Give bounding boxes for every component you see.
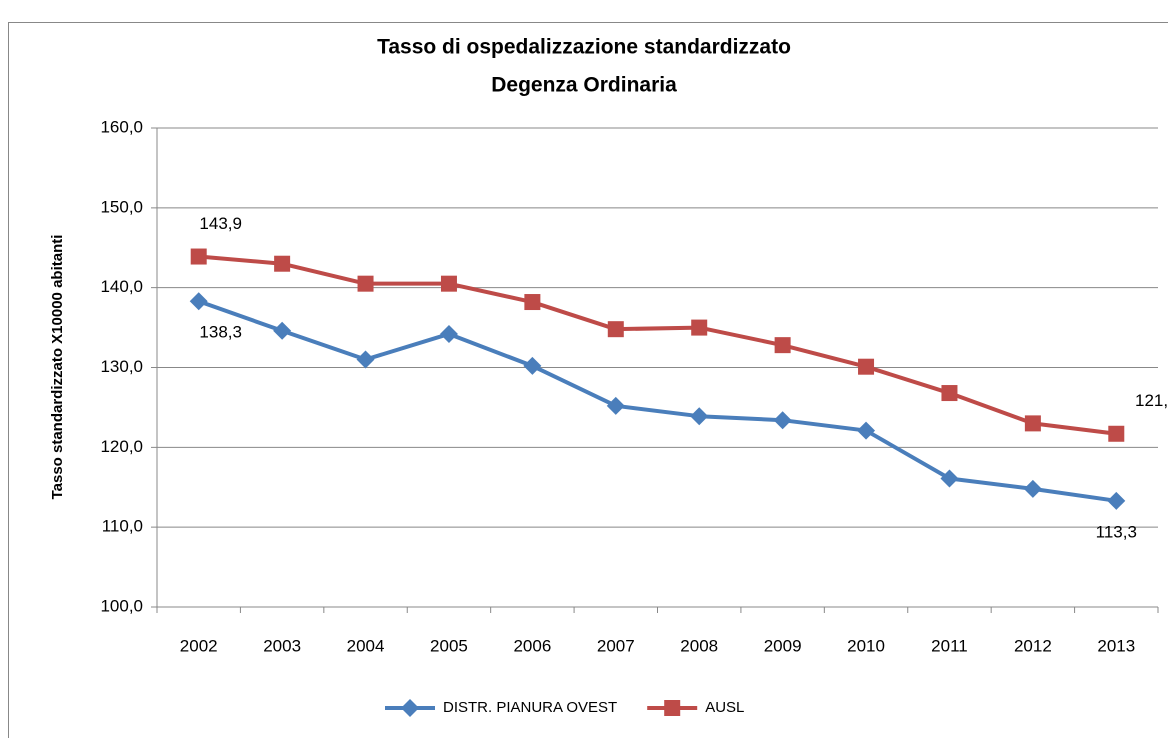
y-tick-label: 110,0: [102, 517, 143, 536]
data-point: [357, 275, 374, 292]
data-point: [439, 324, 458, 343]
x-tick-label: 2013: [1097, 636, 1135, 655]
data-point: [1107, 491, 1126, 510]
series-line: [198, 299, 1117, 503]
data-point: [440, 275, 457, 292]
chart-border: [8, 22, 1168, 738]
data-point: [190, 248, 207, 265]
data-point: [274, 255, 291, 272]
x-tick-label: 2004: [347, 636, 385, 655]
data-label: 121,7: [1135, 391, 1168, 410]
y-tick-label: 150,0: [100, 197, 143, 216]
y-tick-label: 100,0: [100, 596, 143, 615]
data-point: [606, 396, 625, 415]
x-tick-label: 2005: [430, 636, 468, 655]
series-line: [198, 254, 1117, 436]
data-point: [1024, 415, 1041, 432]
legend-marker: [401, 699, 419, 717]
data-point: [691, 319, 708, 336]
y-tick-label: 130,0: [100, 357, 143, 376]
data-point: [858, 358, 875, 375]
x-tick-label: 2007: [597, 636, 635, 655]
x-tick-label: 2009: [764, 636, 802, 655]
data-label: 143,9: [199, 214, 242, 233]
data-point: [941, 385, 958, 402]
data-point: [607, 321, 624, 338]
x-tick-label: 2011: [931, 636, 968, 655]
x-tick-label: 2002: [180, 636, 218, 655]
data-point: [690, 407, 709, 426]
chart-subtitle: Degenza Ordinaria: [491, 74, 677, 97]
data-point: [356, 350, 375, 369]
data-point: [773, 411, 792, 430]
data-point: [273, 321, 292, 340]
x-tick-label: 2003: [263, 636, 301, 655]
data-point: [523, 356, 542, 375]
data-point: [774, 337, 791, 354]
data-label: 113,3: [1096, 522, 1137, 541]
legend-label: AUSL: [705, 699, 744, 716]
x-tick-label: 2006: [513, 636, 551, 655]
x-tick-label: 2010: [847, 636, 885, 655]
data-point: [1023, 479, 1042, 498]
data-point: [857, 421, 876, 440]
chart-title: Tasso di ospedalizzazione standardizzato: [377, 36, 791, 59]
data-point: [1108, 425, 1125, 442]
y-tick-label: 160,0: [100, 117, 143, 136]
y-tick-label: 140,0: [100, 277, 143, 296]
legend-marker: [664, 700, 681, 716]
legend-label: DISTR. PIANURA OVEST: [443, 699, 617, 716]
data-label: 138,3: [199, 323, 242, 342]
data-point: [524, 294, 541, 311]
x-tick-label: 2008: [680, 636, 718, 655]
y-tick-label: 120,0: [100, 437, 143, 456]
data-point: [940, 469, 959, 488]
x-tick-label: 2012: [1014, 636, 1052, 655]
y-axis-label: Tasso standardizzato X10000 abitanti: [49, 235, 66, 500]
data-point: [189, 292, 208, 311]
